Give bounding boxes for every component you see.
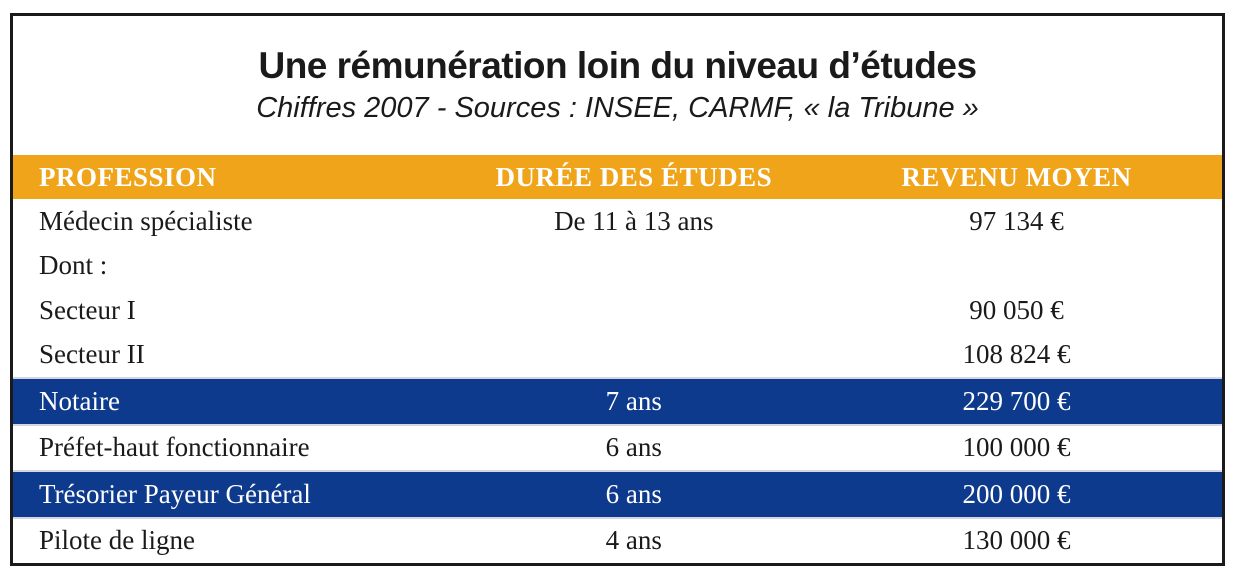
table-row: Médecin spécialiste De 11 à 13 ans 97 13…	[13, 199, 1222, 244]
income-cell: 229 700 €	[962, 385, 1071, 416]
duration-cell: 6 ans	[605, 432, 662, 463]
table-row: Préfet-haut fonctionnaire 6 ans 100 000 …	[13, 425, 1222, 470]
page-title: Une rémunération loin du niveau d’études	[258, 45, 977, 87]
column-header-income: REVENU MOYEN	[901, 161, 1132, 192]
table-row: Secteur II 108 824 €	[13, 332, 1222, 377]
income-cell: 130 000 €	[962, 525, 1071, 556]
income-cell: 200 000 €	[962, 478, 1071, 509]
column-header-profession: PROFESSION	[39, 161, 217, 192]
profession-cell: Médecin spécialiste	[39, 205, 253, 236]
infographic-frame: Une rémunération loin du niveau d’études…	[10, 13, 1225, 566]
table-row: Trésorier Payeur Général 6 ans 200 000 €	[13, 470, 1222, 519]
profession-cell: Pilote de ligne	[39, 525, 195, 556]
income-cell: 100 000 €	[962, 432, 1071, 463]
title-area: Une rémunération loin du niveau d’études…	[13, 16, 1222, 155]
duration-cell: De 11 à 13 ans	[554, 205, 714, 236]
table-row: Notaire 7 ans 229 700 €	[13, 377, 1222, 426]
table-row: Dont :	[13, 243, 1222, 288]
income-cell: 97 134 €	[969, 205, 1064, 236]
duration-cell: 4 ans	[605, 525, 662, 556]
table-row: Secteur I 90 050 €	[13, 288, 1222, 333]
profession-cell: Dont :	[39, 250, 108, 281]
profession-cell: Préfet-haut fonctionnaire	[39, 432, 310, 463]
column-header-duration: DURÉE DES ÉTUDES	[495, 161, 773, 192]
income-cell: 90 050 €	[969, 294, 1064, 325]
income-cell: 108 824 €	[962, 339, 1071, 370]
duration-cell: 6 ans	[605, 478, 662, 509]
page-subtitle: Chiffres 2007 - Sources : INSEE, CARMF, …	[256, 91, 979, 124]
table-row: Pilote de ligne 4 ans 130 000 €	[13, 518, 1222, 563]
table-body: Médecin spécialiste De 11 à 13 ans 97 13…	[13, 199, 1222, 563]
duration-cell: 7 ans	[605, 385, 662, 416]
profession-cell: Trésorier Payeur Général	[39, 478, 311, 509]
profession-cell: Secteur II	[39, 339, 145, 370]
table-header-row: PROFESSION DURÉE DES ÉTUDES REVENU MOYEN	[13, 155, 1222, 199]
profession-cell: Secteur I	[39, 294, 136, 325]
profession-cell: Notaire	[39, 385, 120, 416]
